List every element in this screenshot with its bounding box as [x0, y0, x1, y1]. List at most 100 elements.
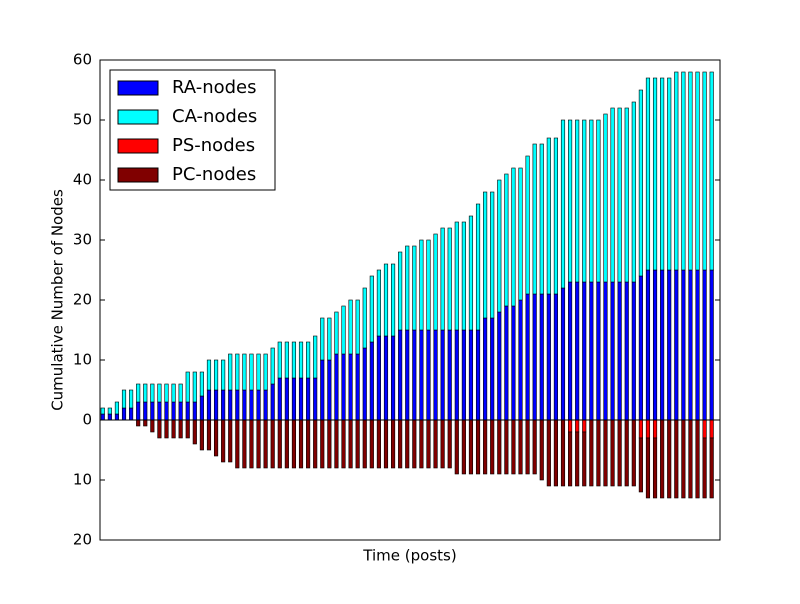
bar-segment	[617, 107, 622, 283]
bar-segment	[681, 419, 686, 499]
bar-segment	[263, 353, 268, 391]
y-tick-label: 10	[73, 351, 92, 369]
bar-segment	[497, 419, 502, 475]
bar-segment	[553, 419, 558, 487]
bar-segment	[412, 419, 417, 469]
bar-segment	[596, 419, 601, 487]
bar-segment	[213, 359, 219, 391]
bar-segment	[674, 71, 679, 271]
bar-segment	[398, 329, 403, 421]
bar-segment	[341, 305, 346, 355]
bar-segment	[306, 341, 311, 379]
bar-segment	[242, 353, 247, 391]
bar-segment	[341, 419, 346, 469]
bar-segment	[631, 419, 636, 487]
bar-segment	[652, 77, 658, 271]
bar-segment	[412, 329, 417, 421]
bar-segment	[157, 383, 162, 403]
bar-segment	[334, 353, 339, 421]
bar-segment	[178, 401, 183, 421]
bar-segment	[709, 419, 714, 439]
bar-segment	[504, 173, 509, 307]
bar-segment	[143, 419, 148, 427]
bar-segment	[575, 431, 580, 487]
bar-segment	[652, 419, 658, 439]
bar-segment	[150, 419, 155, 433]
bar-segment	[206, 359, 212, 391]
bar-segment	[645, 419, 651, 439]
bar-segment	[624, 107, 629, 283]
bar-segment	[235, 389, 240, 421]
bar-segment	[199, 371, 204, 397]
bar-segment	[129, 407, 134, 421]
bar-segment	[355, 419, 360, 469]
bar-segment	[433, 419, 438, 469]
bar-segment	[688, 269, 693, 421]
bar-segment	[256, 353, 261, 391]
legend-swatch	[117, 109, 159, 125]
bar-segment	[405, 245, 410, 331]
bar-segment	[695, 419, 700, 499]
bar-segment	[284, 419, 289, 469]
bar-segment	[376, 335, 381, 421]
bar-segment	[475, 203, 481, 331]
bar-segment	[277, 419, 282, 469]
bar-segment	[497, 311, 502, 421]
bar-segment	[419, 329, 424, 421]
bar-segment	[164, 383, 169, 403]
bar-segment	[235, 419, 240, 469]
bar-segment	[490, 191, 495, 319]
bar-segment	[426, 329, 431, 421]
bar-segment	[582, 281, 587, 421]
bar-segment	[185, 371, 190, 403]
bar-segment	[256, 389, 261, 421]
bar-segment	[539, 419, 544, 481]
bar-segment	[560, 287, 566, 421]
bar-segment	[390, 263, 396, 337]
legend-swatch	[117, 167, 159, 183]
bar-segment	[433, 329, 438, 421]
bar-segment	[164, 419, 169, 439]
bar-segment	[249, 353, 254, 391]
plot-frame	[99, 59, 721, 541]
bar-segment	[660, 77, 665, 271]
legend-label: CA-nodes	[172, 106, 257, 127]
bar-segment	[100, 407, 105, 415]
bar-segment	[454, 329, 459, 421]
bar-segment	[270, 347, 275, 385]
bar-segment	[575, 419, 580, 433]
bar-segment	[461, 329, 466, 421]
bar-segment	[504, 305, 509, 421]
bar-segment	[235, 353, 240, 391]
bar-segment	[454, 221, 459, 331]
legend-label: PC-nodes	[172, 164, 256, 185]
bar-segment	[114, 413, 120, 421]
bar-segment	[376, 269, 381, 337]
bar-segment	[568, 419, 573, 433]
bar-segment	[674, 419, 679, 499]
bar-segment	[603, 281, 608, 421]
bar-segment	[504, 419, 509, 475]
bar-segment	[376, 419, 381, 469]
bar-segment	[277, 341, 282, 379]
y-tick-label: 10	[73, 471, 92, 489]
bar-segment	[313, 419, 318, 469]
bar-segment	[306, 419, 311, 469]
bar-segment	[596, 119, 601, 283]
bar-segment	[447, 227, 452, 331]
bar-segment	[313, 377, 318, 421]
bar-segment	[709, 437, 714, 499]
bar-segment	[660, 419, 665, 499]
bar-segment	[568, 431, 573, 487]
bar-segment	[178, 419, 183, 439]
bar-segment	[582, 419, 587, 433]
bar-segment	[447, 329, 452, 421]
bar-segment	[256, 419, 261, 469]
bar-segment	[624, 281, 629, 421]
bar-segment	[348, 419, 353, 469]
bar-segment	[157, 401, 162, 421]
bar-segment	[511, 419, 516, 475]
bar-segment	[171, 401, 176, 421]
y-tick-label: 30	[73, 231, 92, 249]
bar-segment	[150, 383, 155, 403]
